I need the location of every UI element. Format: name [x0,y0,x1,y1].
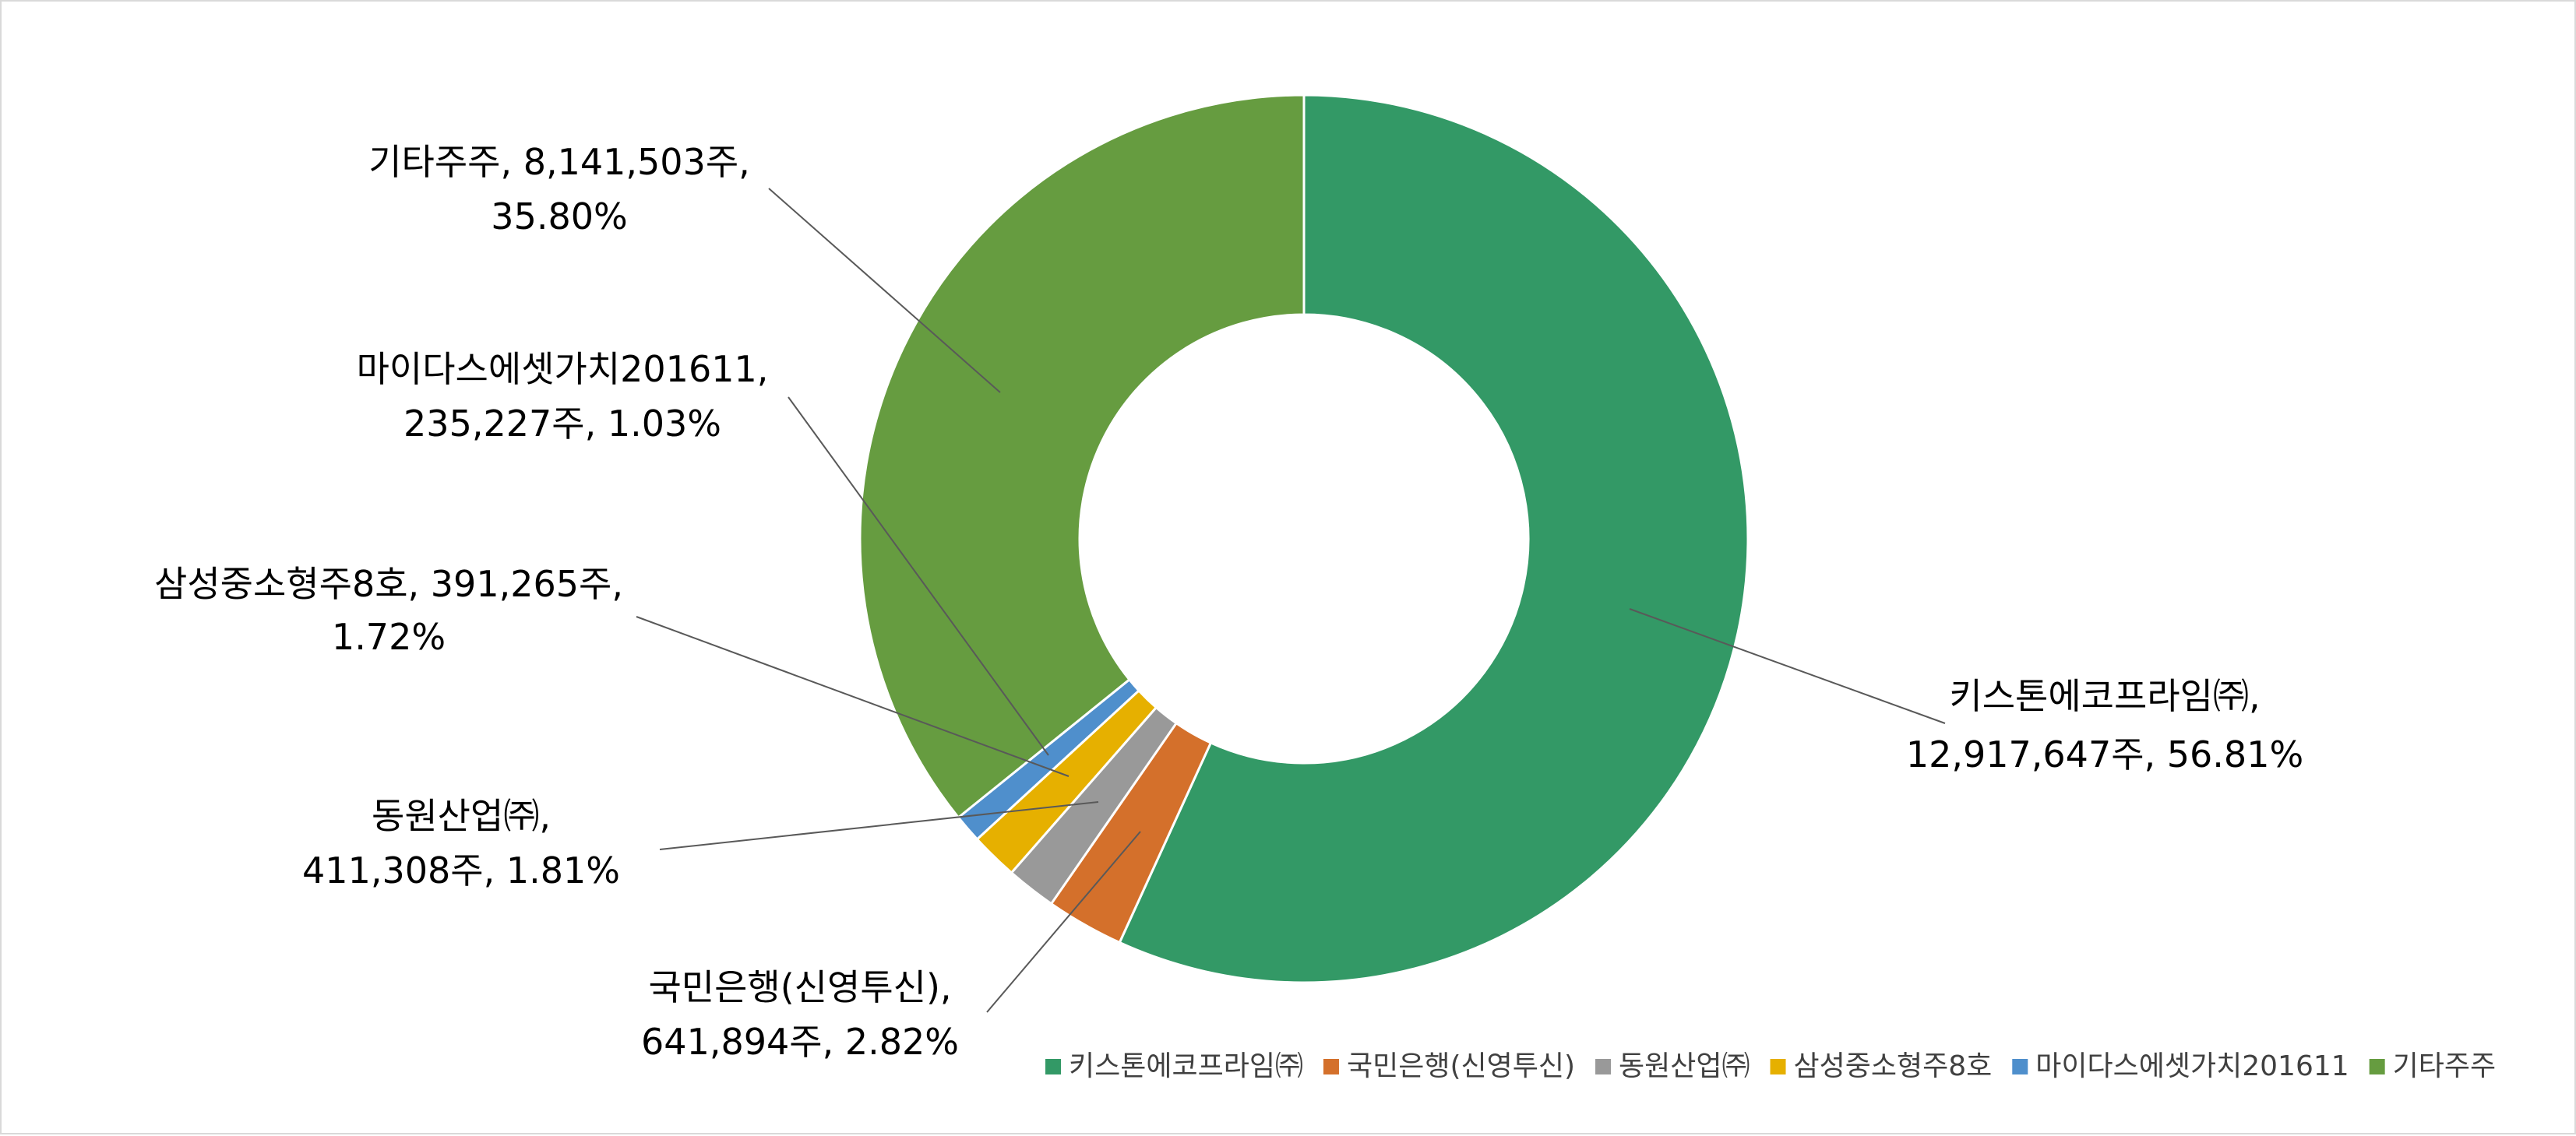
slice-6 [858,93,1306,819]
leader-line-6 [768,188,1001,393]
legend-label-4: 삼성중소형주8호 [1794,1050,1993,1082]
data-label-5-line1: 마이다스에셋가치201611, [357,348,769,390]
legend-label-3: 동원산업㈜ [1619,1050,1750,1082]
data-label-1-line2: 12,917,647주, 56.81% [1906,733,2303,776]
data-label-2-line1: 국민은행(신영투신), [648,966,951,1008]
leader-line-2 [986,831,1141,1013]
data-label-5-line2: 235,227주, 1.03% [403,403,721,445]
data-label-3-line1: 동원산업㈜, [372,795,551,837]
legend-swatch-6 [2369,1059,2385,1074]
legend-label-6: 기타주주 [2393,1050,2496,1082]
leader-line-3 [659,801,1099,850]
leader-line-5 [788,396,1049,756]
data-label-4-line2: 1.72% [332,616,446,658]
leader-line-4 [636,616,1070,777]
data-label-3-line2: 411,308주, 1.81% [302,849,620,892]
legend-label-1: 키스톤에코프라임㈜ [1069,1050,1303,1082]
slice-1 [1118,93,1750,984]
data-label-1-line1: 키스톤에코프라임㈜, [1949,675,2260,717]
data-label-6-line1: 기타주주, 8,141,503주, [368,141,750,183]
legend-label-5: 마이다스에셋가치201611 [2035,1050,2349,1082]
legend-swatch-3 [1595,1059,1612,1074]
data-label-2-line2: 641,894주, 2.82% [641,1021,959,1063]
legend-swatch-1 [1045,1059,1061,1074]
legend-swatch-4 [1770,1059,1786,1074]
data-label-6-line2: 35.80% [491,195,627,237]
data-label-4-line1: 삼성중소형주8호, 391,265주, [154,563,623,605]
legend-swatch-5 [2012,1059,2028,1074]
legend-label-2: 국민은행(신영투신) [1347,1050,1575,1082]
legend-swatch-2 [1323,1059,1339,1074]
leader-line-1 [1629,608,1946,724]
